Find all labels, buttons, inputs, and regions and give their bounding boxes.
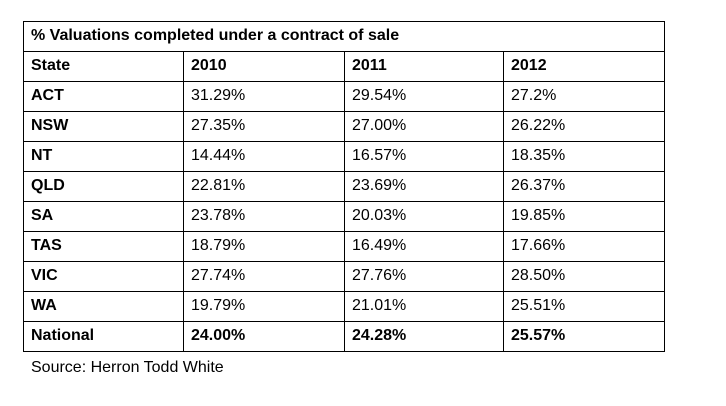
value-2012: 28.50% (502, 261, 666, 292)
state-cell: SA (23, 201, 184, 232)
state-cell: QLD (23, 171, 184, 202)
state-cell: NSW (23, 111, 184, 142)
value-2010: 31.29% (183, 81, 345, 112)
table-row: VIC 27.74% 27.76% 28.50% (23, 261, 666, 292)
value-2012: 27.2% (502, 81, 666, 112)
value-2011: 27.00% (344, 111, 504, 142)
value-2011: 20.03% (344, 201, 504, 232)
value-2012: 19.85% (502, 201, 666, 232)
header-2011: 2011 (344, 51, 504, 82)
table-row: NSW 27.35% 27.00% 26.22% (23, 111, 666, 142)
header-state: State (23, 51, 184, 82)
value-2012: 17.66% (502, 231, 666, 262)
national-row: National 24.00% 24.28% 25.57% (23, 321, 666, 352)
value-2010: 22.81% (183, 171, 345, 202)
national-2011: 24.28% (344, 321, 504, 352)
value-2011: 16.57% (344, 141, 504, 172)
header-2012: 2012 (502, 51, 666, 82)
value-2011: 27.76% (344, 261, 504, 292)
value-2010: 18.79% (183, 231, 345, 262)
value-2010: 19.79% (183, 291, 345, 322)
state-cell: WA (23, 291, 184, 322)
header-row: State 2010 2011 2012 (23, 51, 666, 82)
value-2010: 27.35% (183, 111, 345, 142)
value-2011: 29.54% (344, 81, 504, 112)
value-2012: 26.37% (502, 171, 666, 202)
value-2010: 23.78% (183, 201, 345, 232)
national-label: National (23, 321, 184, 352)
state-cell: VIC (23, 261, 184, 292)
table-row: NT 14.44% 16.57% 18.35% (23, 141, 666, 172)
table-row: SA 23.78% 20.03% 19.85% (23, 201, 666, 232)
value-2010: 27.74% (183, 261, 345, 292)
state-cell: TAS (23, 231, 184, 262)
valuations-table: % Valuations completed under a contract … (22, 21, 666, 352)
table-row: WA 19.79% 21.01% 25.51% (23, 291, 666, 322)
value-2012: 18.35% (502, 141, 666, 172)
value-2010: 14.44% (183, 141, 345, 172)
source-note: Source: Herron Todd White (31, 359, 224, 376)
value-2012: 26.22% (502, 111, 666, 142)
value-2012: 25.51% (502, 291, 666, 322)
value-2011: 21.01% (344, 291, 504, 322)
value-2011: 16.49% (344, 231, 504, 262)
header-2010: 2010 (183, 51, 345, 82)
title-row: % Valuations completed under a contract … (22, 21, 666, 52)
value-2011: 23.69% (344, 171, 504, 202)
national-2012: 25.57% (502, 321, 666, 352)
table-row: QLD 22.81% 23.69% 26.37% (23, 171, 666, 202)
state-cell: ACT (23, 81, 184, 112)
table-row: ACT 31.29% 29.54% 27.2% (23, 81, 666, 112)
table-title: % Valuations completed under a contract … (22, 21, 666, 52)
national-2010: 24.00% (183, 321, 345, 352)
table-row: TAS 18.79% 16.49% 17.66% (23, 231, 666, 262)
state-cell: NT (23, 141, 184, 172)
